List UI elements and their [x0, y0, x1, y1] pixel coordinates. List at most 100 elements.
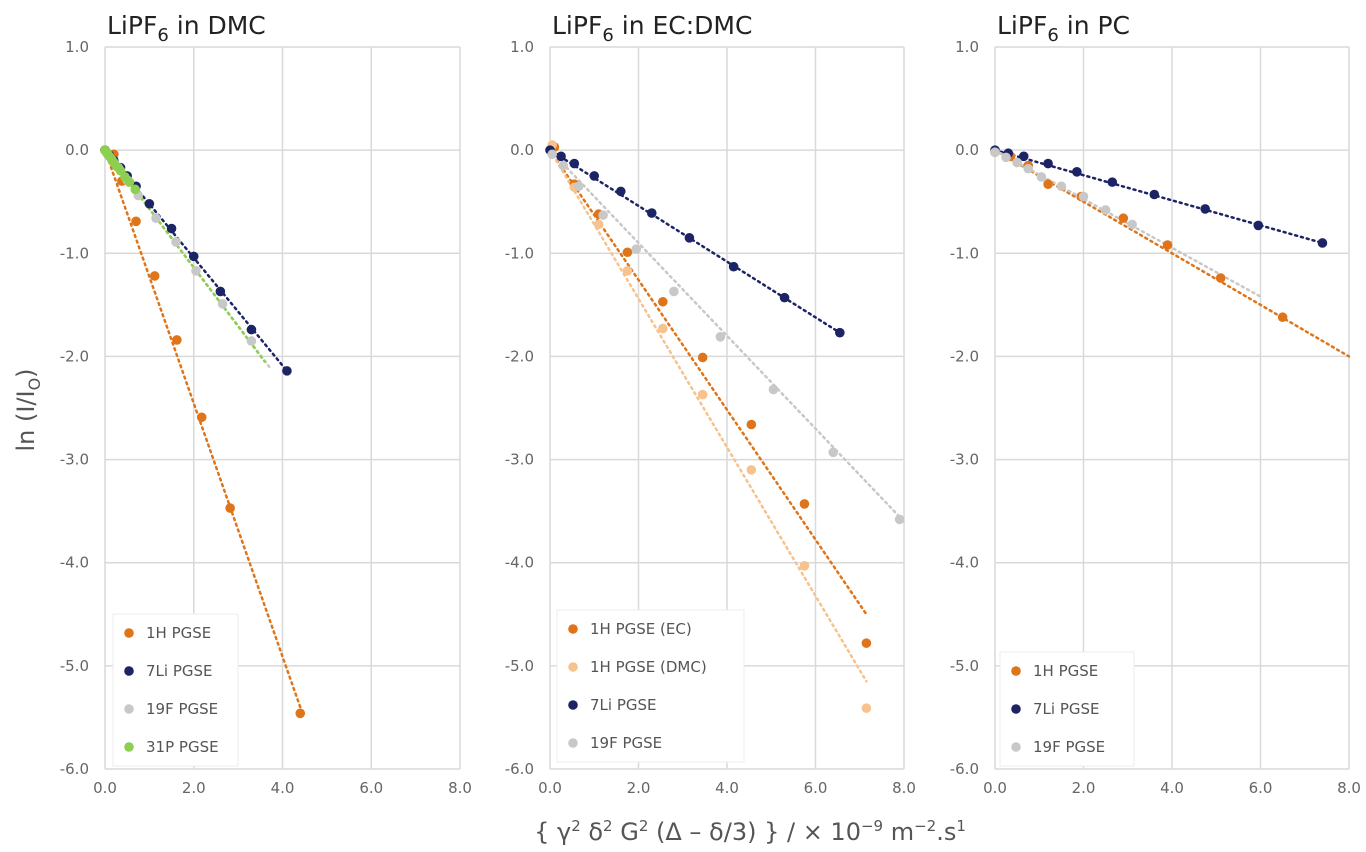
data-point: [196, 412, 207, 423]
x-tick-label: 2.0: [182, 779, 206, 797]
legend: 1H PGSE 7Li PGSE 19F PGSE: [999, 651, 1135, 767]
legend-marker: [124, 666, 134, 676]
data-point: [658, 296, 668, 307]
data-point: [799, 499, 810, 509]
data-point: [646, 208, 657, 218]
legend: 1H PGSE 7Li PGSE 19F PGSE 31P PGSE: [112, 613, 239, 767]
data-point: [556, 151, 566, 162]
data-point: [225, 503, 235, 513]
data-point: [828, 447, 838, 458]
y-tick-label: -6.0: [60, 760, 89, 778]
legend-marker: [1011, 742, 1021, 752]
data-point: [697, 352, 708, 363]
y-tick-label: -4.0: [950, 554, 979, 572]
chart-title: LiPF6 in DMC: [107, 11, 266, 46]
x-axis-label: { γ2 δ2 G2 (Δ – δ/3) } / × 10−9 m−2.s1: [534, 817, 966, 846]
data-point: [573, 181, 584, 192]
y-tick-label: 1.0: [65, 38, 89, 56]
legend-marker: [568, 700, 578, 710]
data-point: [172, 335, 182, 345]
trend-line: [548, 148, 842, 334]
data-point: [1100, 205, 1111, 215]
y-tick-label: -4.0: [60, 554, 89, 572]
legend-marker: [568, 738, 578, 748]
data-point: [246, 336, 257, 346]
y-tick-label: -2.0: [505, 347, 534, 365]
data-point: [697, 389, 708, 400]
y-tick-label: -1.0: [950, 244, 979, 262]
x-tick-label: 6.0: [359, 779, 383, 797]
data-point: [894, 514, 905, 525]
legend-box: [999, 651, 1135, 767]
chart-title: LiPF6 in EC:DMC: [552, 11, 752, 46]
data-point: [631, 244, 642, 254]
legend-label: 1H PGSE: [1033, 662, 1098, 680]
data-point: [558, 160, 569, 171]
data-point: [1215, 273, 1226, 283]
data-point: [1001, 152, 1011, 163]
data-point: [1078, 191, 1089, 202]
data-point: [188, 251, 199, 262]
data-point: [598, 210, 608, 220]
chart-panel-1: 0.0 2.0 4.0 6.0 8.0 1.0 0.0 -1.0 -2.0 -3.0 -4.0 -5.…: [60, 11, 472, 797]
data-point: [1056, 181, 1067, 192]
data-point: [1107, 177, 1118, 187]
data-point: [616, 186, 626, 197]
x-tick-label: 0.0: [93, 779, 117, 797]
data-point: [669, 286, 679, 297]
y-tick-label: -4.0: [505, 554, 534, 572]
data-point: [746, 419, 757, 430]
y-tick-label: -3.0: [505, 451, 534, 469]
data-point: [166, 223, 177, 234]
legend-label: 1H PGSE: [146, 624, 211, 642]
data-point: [658, 323, 668, 334]
legend-label: 19F PGSE: [590, 734, 662, 752]
data-point: [215, 286, 226, 297]
y-tick-label: -2.0: [950, 347, 979, 365]
x-tick-label: 8.0: [892, 779, 916, 797]
legend-label: 7Li PGSE: [1033, 700, 1100, 718]
chart-title: LiPF6 in PC: [997, 11, 1130, 46]
data-point: [151, 213, 161, 224]
trend-line: [548, 148, 868, 683]
trend-line: [548, 148, 906, 523]
y-tick-label: -6.0: [950, 760, 979, 778]
y-axis-label: ln (I/IO): [12, 368, 44, 451]
trend-line: [993, 148, 1351, 358]
data-point: [1277, 312, 1288, 323]
data-point: [622, 247, 633, 258]
data-point: [1200, 204, 1210, 214]
data-point: [684, 233, 695, 243]
data-point: [217, 299, 228, 309]
data-point: [1149, 189, 1160, 200]
data-point: [131, 216, 141, 227]
legend-marker: [124, 704, 134, 714]
chart-panels: 0.0 2.0 4.0 6.0 8.0 1.0 0.0 -1.0 -2.0 -3.0 -4.0 -5.…: [60, 11, 1361, 797]
x-tick-label: 2.0: [1072, 779, 1096, 797]
data-point: [1127, 219, 1137, 230]
legend-label: 31P PGSE: [146, 738, 219, 756]
legend-box: [556, 609, 745, 763]
data-point: [1043, 158, 1053, 169]
y-tick-label: 0.0: [955, 141, 979, 159]
y-tick-label: -5.0: [950, 657, 979, 675]
data-point: [1012, 157, 1022, 168]
trend-line: [103, 148, 302, 709]
data-point: [861, 703, 872, 713]
x-tick-label: 4.0: [271, 779, 295, 797]
data-point: [144, 198, 155, 209]
y-tick-label: -6.0: [505, 760, 534, 778]
data-point: [246, 324, 257, 335]
data-point: [715, 332, 726, 342]
x-tick-label: 2.0: [627, 779, 651, 797]
data-point: [779, 292, 790, 303]
data-point: [1253, 220, 1264, 231]
y-tick-label: -3.0: [950, 451, 979, 469]
data-point: [282, 366, 292, 376]
data-point: [191, 266, 201, 276]
data-point: [746, 465, 757, 475]
y-tick-label: -1.0: [505, 244, 534, 262]
legend-box: [112, 613, 239, 767]
data-point: [124, 177, 135, 187]
data-point: [835, 327, 845, 338]
